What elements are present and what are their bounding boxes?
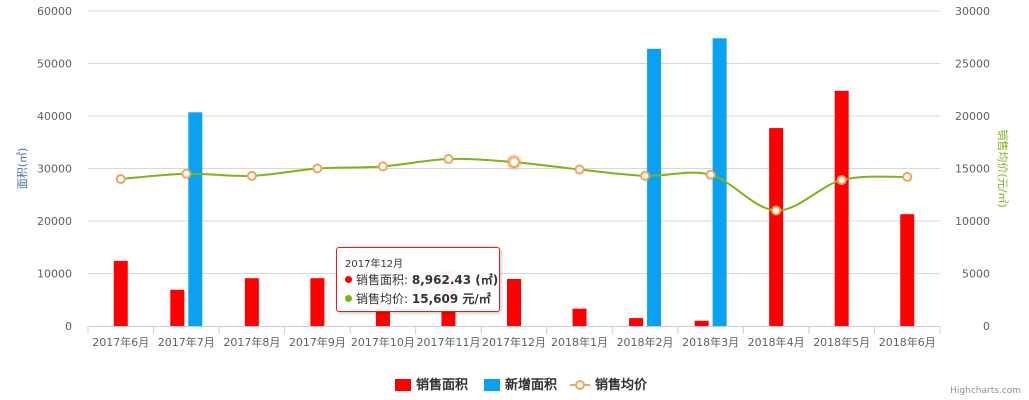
avg-price-point — [312, 163, 323, 174]
x-tick-label: 2018年3月 — [682, 335, 739, 349]
x-tick-label: 2017年6月 — [92, 335, 149, 349]
legend-label-price: 销售均价 — [595, 378, 648, 393]
legend-item-sales[interactable]: 销售面积 — [395, 374, 468, 393]
grid-lines — [88, 10, 940, 274]
legend-label-new: 新增面积 — [505, 378, 558, 393]
sales-area-bars — [113, 90, 915, 326]
y-right-axis-title: 销售均价(元/㎡) — [996, 129, 1010, 207]
avg-price-point — [640, 170, 651, 181]
x-tick-label: 2017年12月 — [482, 335, 546, 349]
x-tick-label: 2017年7月 — [158, 335, 215, 349]
sales-area-bar — [170, 289, 185, 326]
avg-price-point — [771, 205, 782, 216]
y-right-tick-label: 5000 — [962, 268, 990, 281]
avg-price-line — [115, 154, 913, 216]
tooltip-row-sales: 销售面积: 8,962.43 (㎡) — [345, 271, 498, 288]
y-left-tick-label: 60000 — [37, 5, 72, 18]
sales-area-bar — [113, 260, 128, 326]
x-tick-label: 2017年8月 — [223, 335, 280, 349]
red-square-icon — [395, 379, 411, 391]
tooltip: 2017年12月 销售面积: 8,962.43 (㎡) 销售均价: 15,609… — [336, 247, 500, 312]
sales-area-bar — [572, 308, 587, 326]
red-dot-icon — [345, 276, 352, 283]
y-left-tick-label: 30000 — [37, 163, 72, 176]
x-tick-label: 2017年10月 — [351, 335, 415, 349]
avg-price-point — [508, 156, 520, 169]
avg-price-point — [246, 170, 257, 181]
new-area-bar — [188, 112, 203, 326]
y-left-tick-label: 40000 — [37, 110, 72, 123]
sales-area-bar — [900, 214, 915, 326]
y-left-tick-label: 50000 — [37, 58, 72, 71]
sales-area-bar — [310, 278, 325, 326]
y-right-tick-label: 10000 — [955, 215, 990, 228]
avg-price-point — [902, 171, 913, 182]
legend-item-price[interactable]: 销售均价 — [570, 374, 647, 393]
x-tick-label: 2018年2月 — [617, 335, 674, 349]
sales-area-bar — [834, 90, 849, 326]
x-tick-label: 2018年5月 — [813, 335, 870, 349]
sales-area-bar — [507, 278, 521, 326]
x-tick-label: 2018年6月 — [879, 335, 936, 349]
new-area-bars — [188, 38, 727, 327]
avg-price-point — [115, 174, 126, 184]
x-tick-label: 2017年9月 — [289, 335, 346, 349]
new-area-bar — [712, 38, 727, 327]
y-left-tick-label: 10000 — [37, 268, 72, 281]
green-dot-icon — [345, 295, 352, 302]
tooltip-row-price: 销售均价: 15,609 元/㎡ — [345, 290, 491, 307]
legend: 销售面积 新增面积 销售均价 — [0, 374, 1029, 393]
avg-price-point — [377, 161, 388, 172]
y-left-tick-label: 0 — [65, 320, 72, 333]
y-right-tick-label: 0 — [983, 320, 990, 333]
sales-area-bar — [244, 278, 259, 326]
y-right-tick-label: 20000 — [955, 110, 990, 123]
legend-label-sales: 销售面积 — [416, 378, 469, 393]
y-right-tick-label: 30000 — [955, 5, 990, 18]
tooltip-row1-value: 8,962.43 (㎡) — [411, 273, 499, 287]
sales-area-bar — [694, 320, 709, 326]
avg-price-point — [181, 168, 192, 179]
line-marker-icon — [570, 380, 590, 390]
axes: 0 10000 20000 30000 40000 50000 60000 0 5000 1000… — [16, 5, 1010, 349]
new-area-bar — [647, 48, 662, 327]
tooltip-row2-label: 销售均价: — [356, 292, 409, 306]
legend-item-new[interactable]: 新增面积 — [484, 374, 557, 393]
x-tick-label: 2018年1月 — [551, 335, 608, 349]
tooltip-row2-value: 15,609 元/㎡ — [411, 292, 491, 306]
avg-price-point — [443, 154, 454, 165]
y-right-tick-label: 25000 — [955, 58, 990, 71]
x-tick-label: 2018年4月 — [748, 335, 805, 349]
sales-area-bar — [769, 128, 784, 326]
tooltip-row1-label: 销售面积: — [356, 273, 409, 287]
x-tick-label: 2017年11月 — [416, 335, 480, 349]
blue-square-icon — [484, 379, 500, 391]
avg-price-point — [836, 175, 847, 186]
sales-area-bar — [629, 318, 644, 326]
avg-price-point — [705, 169, 716, 180]
credits-link[interactable]: Highcharts.com — [950, 386, 1021, 396]
y-right-tick-label: 15000 — [955, 163, 990, 176]
y-left-axis-title: 面积(㎡) — [16, 148, 29, 190]
tooltip-header: 2017年12月 — [345, 259, 404, 270]
y-left-tick-label: 20000 — [37, 215, 72, 228]
avg-price-point — [574, 164, 585, 175]
